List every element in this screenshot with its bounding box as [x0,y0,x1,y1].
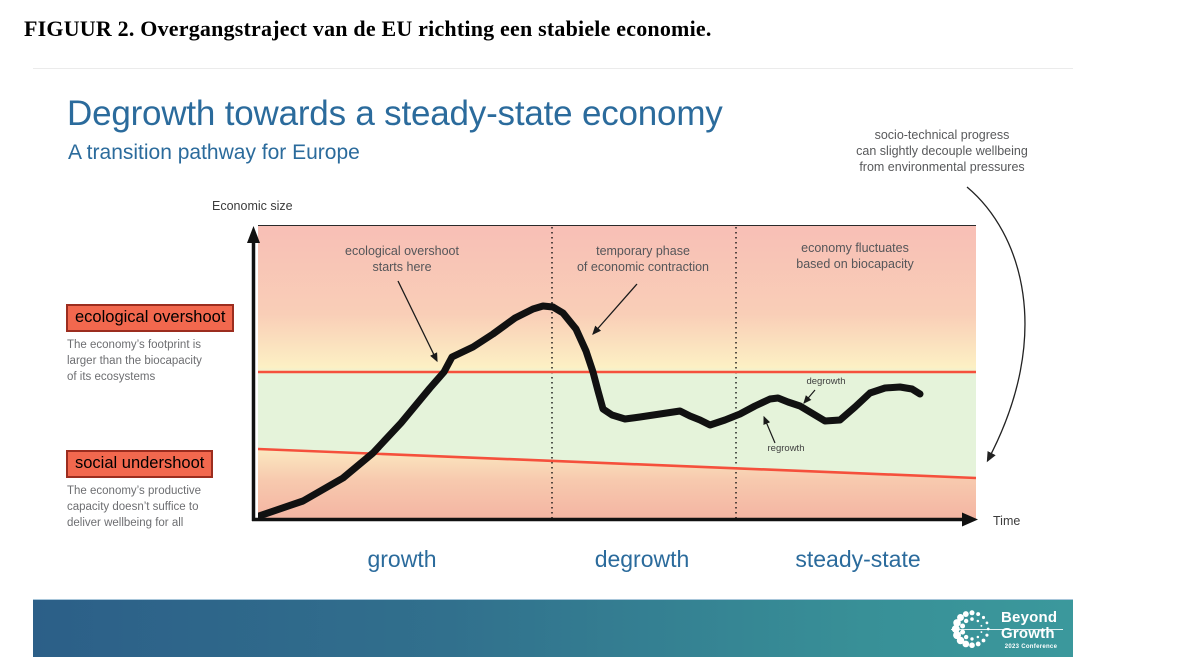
social-undershoot-description: The economy’s productive capacity doesn’… [67,485,202,529]
overshoot-annotation-arrow [397,280,438,363]
logo-word-beyond: Beyond [1001,609,1058,626]
logo-wordmark: Beyond Growth 2023 Conference [1001,609,1058,651]
logo-conference-text: 2023 Conference [1004,644,1058,651]
logo-dots-icon [951,610,990,649]
slide-subtitle: A transition pathway for Europe [68,141,360,164]
phase-label-growth: growth [367,546,437,572]
beyond-growth-logo: Beyond Growth 2023 Conference [949,605,1067,653]
decoupling-note: socio-technical progress can slightly de… [856,128,1028,174]
figure-caption: FIGUUR 2. Overgangstraject van de EU ric… [24,16,712,41]
degrowth-annotation-arrow [803,389,816,404]
transition-chart-plot [258,225,976,520]
y-axis-label: Economic size [212,199,293,213]
social-floor-line [258,447,976,480]
x-axis-label: Time [993,514,1021,528]
logo-rule [951,629,1063,630]
ecological-overshoot-description: The economy’s footprint is larger than t… [67,339,202,383]
ecological-overshoot-term-box: ecological overshoot [66,304,235,332]
social-undershoot-term-box: social undershoot [66,450,214,478]
slide-title: Degrowth towards a steady-state economy [67,94,723,133]
regrowth-annotation-arrow [763,415,776,444]
slide-top-rule [33,68,1073,69]
phase-label-degrowth: degrowth [594,546,690,572]
social-undershoot-zone [258,449,976,520]
economic-size-curve [258,302,924,520]
logo-word-growth: Growth [1001,625,1055,643]
footer-brand-bar: Beyond Growth 2023 Conference [33,599,1073,657]
contraction-annotation-arrow [592,283,638,335]
phase-label-steady-state: steady-state [795,546,921,572]
